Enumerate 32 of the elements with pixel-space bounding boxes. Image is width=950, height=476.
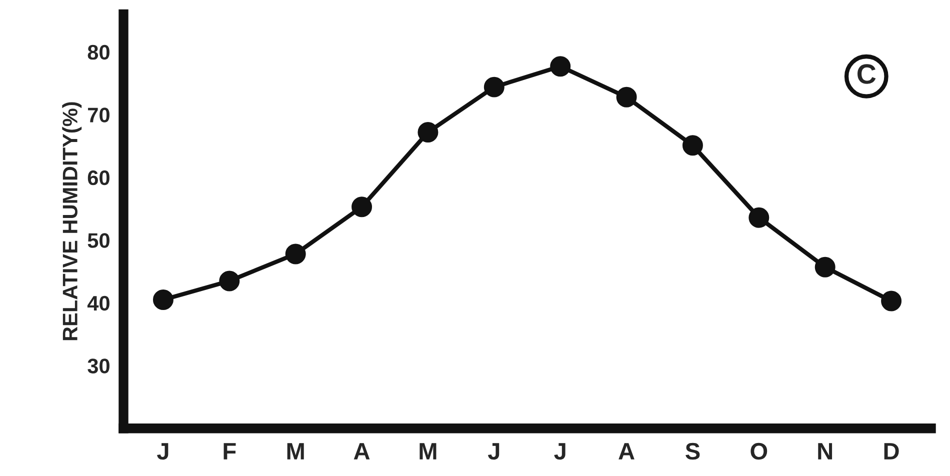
- x-tick-label: N: [818, 443, 832, 460]
- y-tick-label: 50: [88, 233, 110, 248]
- y-tick-label: 70: [88, 108, 110, 122]
- x-tick-label: A: [618, 443, 634, 460]
- x-tick-label: M: [287, 443, 304, 460]
- y-tick-label: 60: [88, 170, 110, 186]
- point: [352, 196, 372, 218]
- y-tick-label: 40: [87, 296, 110, 311]
- point: [285, 244, 306, 264]
- point: [748, 207, 770, 228]
- x-tick-label: D: [884, 443, 899, 460]
- point: [616, 86, 637, 108]
- x-tick-label: O: [750, 442, 768, 460]
- annotation: C: [858, 64, 876, 84]
- point: [682, 135, 703, 156]
- point: [152, 290, 174, 310]
- x-tick-label: J: [157, 443, 168, 460]
- y-tick-label: 80: [88, 44, 110, 60]
- x-tick-label: J: [488, 443, 500, 460]
- point: [814, 256, 836, 278]
- x-tick-label: J: [554, 443, 566, 460]
- x-tick-label: A: [354, 443, 370, 460]
- point: [550, 56, 571, 77]
- point: [484, 76, 504, 98]
- x-tick-label: M: [420, 443, 436, 460]
- point: [219, 270, 240, 292]
- y-tick-label: 30: [88, 358, 110, 374]
- point: [418, 122, 438, 142]
- point: [881, 290, 902, 312]
- y-axis-title: RELATIVE HUMIDITY(%): [62, 102, 82, 340]
- x-tick-label: F: [224, 443, 236, 460]
- x-tick-label: S: [686, 442, 700, 460]
